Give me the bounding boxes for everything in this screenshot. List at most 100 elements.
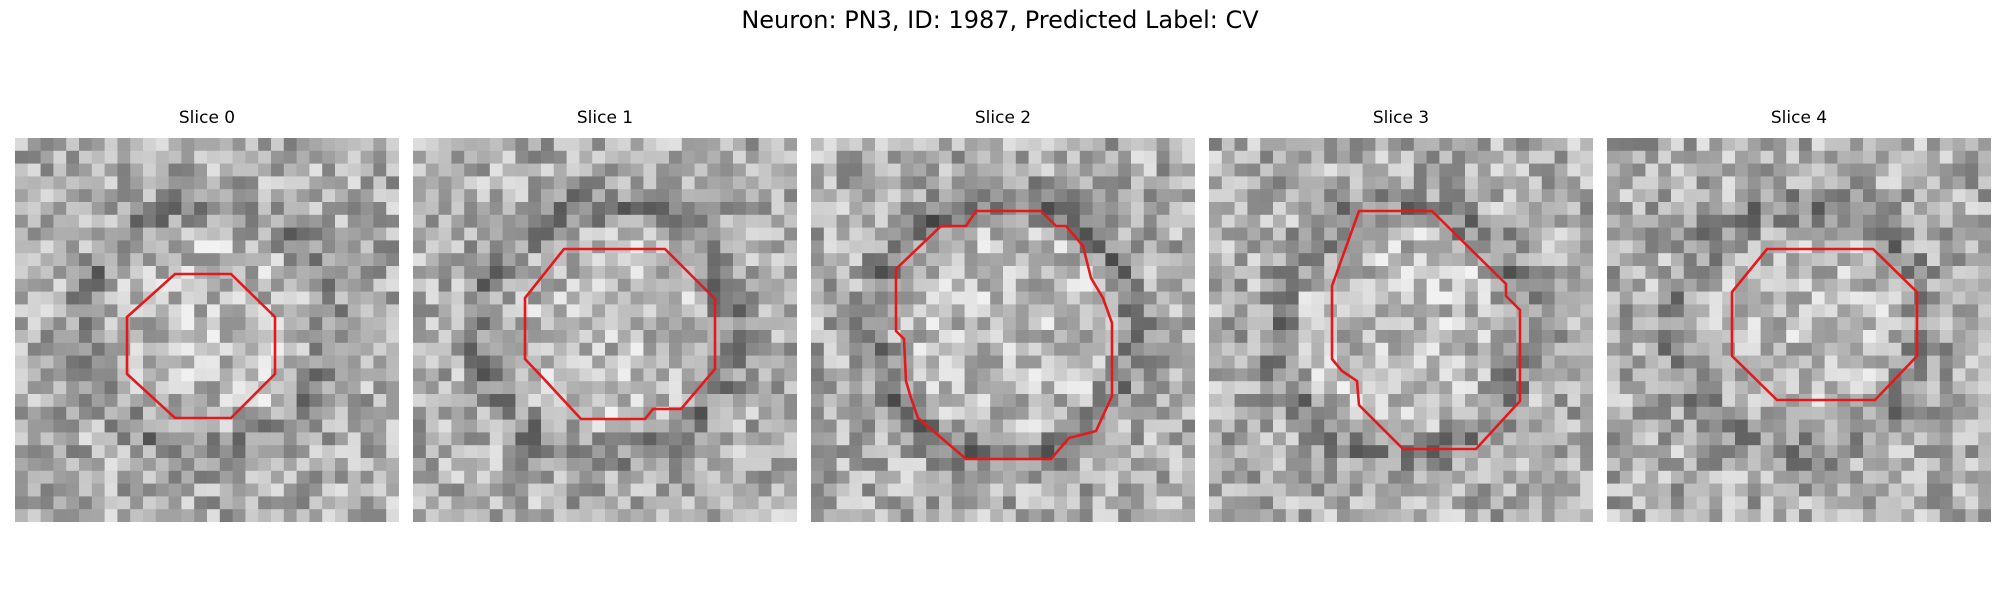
pixel-cell <box>784 278 797 292</box>
pixel-cell <box>1914 445 1928 459</box>
pixel-cell <box>91 381 105 395</box>
pixel-cell <box>1156 317 1170 331</box>
pixel-cell <box>605 432 619 446</box>
pixel-cell <box>926 406 940 420</box>
pixel-cell <box>553 419 567 433</box>
pixel-cell <box>1234 253 1248 267</box>
pixel-cell <box>1645 368 1659 382</box>
pixel-cell <box>425 163 439 177</box>
pixel-cell <box>271 509 285 522</box>
pixel-cell <box>1490 496 1504 510</box>
pixel-cell <box>733 163 747 177</box>
pixel-cell <box>53 202 67 216</box>
pixel-cell <box>900 291 914 305</box>
pixel-cell <box>1901 355 1915 369</box>
pixel-cell <box>1914 163 1928 177</box>
pixel-cell <box>707 509 721 522</box>
pixel-cell <box>425 202 439 216</box>
pixel-cell <box>1696 240 1710 254</box>
pixel-cell <box>438 458 452 472</box>
pixel-cell <box>1811 368 1825 382</box>
pixel-cell <box>1516 291 1530 305</box>
pixel-cell <box>40 355 54 369</box>
pixel-cell <box>1683 470 1697 484</box>
pixel-cell <box>1118 150 1132 164</box>
pixel-cell <box>836 150 850 164</box>
pixel-cell <box>1696 406 1710 420</box>
pixel-cell <box>1939 138 1953 152</box>
pixel-cell <box>990 406 1004 420</box>
pixel-cell <box>1015 381 1029 395</box>
pixel-cell <box>887 496 901 510</box>
pixel-cell <box>1965 381 1979 395</box>
pixel-cell <box>1619 317 1633 331</box>
pixel-cell <box>1927 227 1941 241</box>
pixel-cell <box>1465 163 1479 177</box>
pixel-cell <box>733 470 747 484</box>
pixel-cell <box>1516 432 1530 446</box>
pixel-cell <box>617 470 631 484</box>
pixel-cell <box>464 406 478 420</box>
pixel-cell <box>1952 432 1966 446</box>
pixel-cell <box>1413 253 1427 267</box>
pixel-cell <box>784 291 797 305</box>
pixel-cell <box>15 509 29 522</box>
pixel-cell <box>143 176 157 190</box>
pixel-cell <box>913 394 927 408</box>
pixel-cell <box>1529 406 1543 420</box>
pixel-cell <box>1914 202 1928 216</box>
pixel-cell <box>1747 355 1761 369</box>
pixel-cell <box>1143 406 1157 420</box>
pixel-cell <box>322 419 336 433</box>
pixel-cell <box>1054 394 1068 408</box>
pixel-cell <box>502 253 516 267</box>
pixel-cell <box>1529 266 1543 280</box>
pixel-cell <box>1786 138 1800 152</box>
pixel-cell <box>335 214 349 228</box>
pixel-cell <box>322 304 336 318</box>
pixel-cell <box>758 432 772 446</box>
pixel-cell <box>964 342 978 356</box>
pixel-cell <box>1490 406 1504 420</box>
slice-image <box>1607 138 1991 522</box>
pixel-cell <box>245 291 259 305</box>
pixel-cell <box>104 317 118 331</box>
pixel-cell <box>875 458 889 472</box>
pixel-cell <box>528 355 542 369</box>
pixel-cell <box>939 189 953 203</box>
pixel-cell <box>1067 202 1081 216</box>
pixel-cell <box>373 445 387 459</box>
pixel-cell <box>66 458 80 472</box>
pixel-cell <box>1413 278 1427 292</box>
pixel-cell <box>1298 150 1312 164</box>
pixel-cell <box>515 189 529 203</box>
pixel-cell <box>1863 330 1877 344</box>
pixel-cell <box>1645 483 1659 497</box>
pixel-cell <box>1465 394 1479 408</box>
pixel-cell <box>1465 483 1479 497</box>
pixel-cell <box>1118 496 1132 510</box>
pixel-cell <box>1221 496 1235 510</box>
pixel-cell <box>1092 253 1106 267</box>
pixel-cell <box>849 138 863 152</box>
pixel-cell <box>1939 496 1953 510</box>
pixel-cell <box>130 317 144 331</box>
pixel-cell <box>1079 330 1093 344</box>
pixel-cell <box>451 214 465 228</box>
pixel-cell <box>1875 330 1889 344</box>
pixel-cell <box>862 227 876 241</box>
slice-image <box>413 138 797 522</box>
pixel-cell <box>1465 150 1479 164</box>
pixel-cell <box>155 150 169 164</box>
pixel-cell <box>579 253 593 267</box>
pixel-cell <box>360 419 374 433</box>
pixel-cell <box>1939 470 1953 484</box>
pixel-cell <box>425 176 439 190</box>
pixel-cell <box>1965 509 1979 522</box>
pixel-cell <box>502 291 516 305</box>
pixel-cell <box>386 138 399 152</box>
pixel-cell <box>53 368 67 382</box>
pixel-cell <box>1477 138 1491 152</box>
pixel-cell <box>1362 214 1376 228</box>
pixel-cell <box>386 214 399 228</box>
